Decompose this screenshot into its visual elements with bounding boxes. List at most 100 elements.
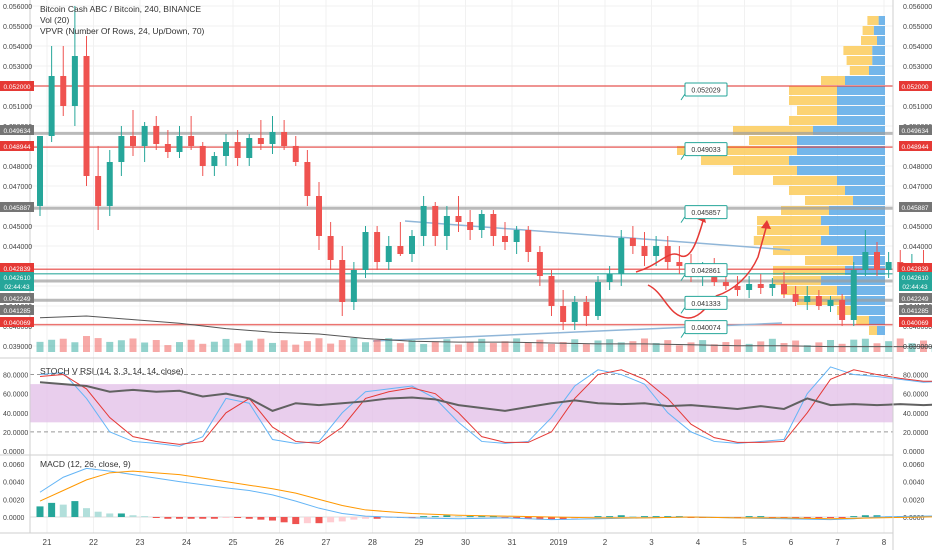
volume-bar xyxy=(501,341,509,352)
candle-body xyxy=(815,296,822,306)
candle-body xyxy=(71,56,78,106)
volume-bar xyxy=(827,339,834,352)
macd-histogram-bar xyxy=(106,513,114,517)
projection-arrow-up-2[interactable] xyxy=(715,227,767,297)
horizontal-levels[interactable] xyxy=(30,85,893,326)
candle-body xyxy=(409,236,415,254)
candle-body xyxy=(769,284,776,288)
macd-histogram-bar xyxy=(71,501,79,517)
volume-bar xyxy=(629,341,637,352)
candle-body xyxy=(792,294,799,302)
macd-histogram-bar xyxy=(245,517,253,519)
macd-histogram-bar xyxy=(524,517,532,519)
macd-histogram-bar xyxy=(257,517,265,520)
candle-body xyxy=(502,236,508,242)
vpvr-up-bar xyxy=(837,176,885,185)
volume-bar xyxy=(292,344,300,352)
vpvr-down-bar xyxy=(757,216,821,225)
vpvr-down-bar xyxy=(789,116,837,125)
volume-bar xyxy=(164,345,172,352)
price-badge-right-text: 0.048944 xyxy=(901,144,928,151)
price-badge-left-text: 0.048944 xyxy=(3,144,30,151)
price-badge-left-text: 0.049634 xyxy=(3,128,30,135)
candle-body xyxy=(211,156,218,166)
macd-histogram-bar xyxy=(431,516,439,518)
macd-pane: 0.0060 0.0060 0.0040 0.0040 0.0020 0.0020 0.00… xyxy=(3,462,932,525)
volume-bar xyxy=(222,338,230,352)
volume-bar xyxy=(896,338,904,352)
candle-body xyxy=(281,132,288,146)
time-tick-label: 27 xyxy=(322,538,331,547)
time-tick-label: 25 xyxy=(229,538,238,547)
price-tick-label: 0.045000 xyxy=(903,224,932,231)
price-tick-label: 0.053000 xyxy=(903,64,932,71)
price-badge-right xyxy=(899,317,932,327)
projection-arrow-up-1[interactable] xyxy=(635,220,704,273)
macd-histogram-bar xyxy=(152,517,160,518)
price-badge-right-text: 0.042249 xyxy=(901,296,928,303)
vpvr-up-bar xyxy=(797,146,885,155)
price-badge-left xyxy=(0,317,34,327)
volume-bar xyxy=(606,339,614,352)
macd-label: MACD (12, 26, close, 9) xyxy=(40,459,131,469)
macd-histogram-bar xyxy=(861,515,869,517)
vpvr-up-bar xyxy=(829,206,885,215)
time-tick-label: 26 xyxy=(275,538,284,547)
vpvr-indicator-label: VPVR (Number Of Rows, 24, Up/Down, 70) xyxy=(40,26,205,36)
macd-histogram-bar xyxy=(745,516,753,518)
volume-ma-line xyxy=(39,315,932,348)
vpvr-down-bar xyxy=(805,196,853,205)
vpvr-down-bar xyxy=(821,76,845,85)
price-tick-label-left: 0.053000 xyxy=(3,64,32,71)
price-badge-left xyxy=(0,141,34,151)
vpvr-down-bar xyxy=(867,16,879,25)
macd-histogram-bar xyxy=(443,515,451,517)
time-tick-label: 2 xyxy=(603,538,608,547)
price-callouts[interactable]: 0.052029 0.049033 0.045857 0.042861 0.041333… xyxy=(680,82,728,338)
macd-tick-label: 0.0020 xyxy=(903,497,925,504)
vpvr-up-bar xyxy=(797,136,885,145)
candle-body xyxy=(246,138,253,158)
vpvr-up-bar xyxy=(837,246,885,255)
macd-histogram-bar xyxy=(117,513,125,517)
macd-histogram-bar xyxy=(234,517,242,518)
candle-body xyxy=(153,126,160,144)
candle-body xyxy=(804,296,811,302)
callout-pointer xyxy=(680,331,686,338)
vpvr-down-bar xyxy=(773,266,845,275)
price-badge-left xyxy=(0,125,34,135)
macd-series-line xyxy=(39,467,932,521)
vpvr-down-bar xyxy=(733,126,813,135)
price-tick-label: 0.055000 xyxy=(903,24,932,31)
macd-histogram-bar xyxy=(210,517,218,519)
candle-body xyxy=(839,300,846,320)
price-badge-right-text: 0.042610 xyxy=(901,275,928,282)
volume-bar xyxy=(582,344,590,352)
candle-body xyxy=(316,196,322,236)
volume-bar xyxy=(838,343,846,352)
stoch-tick-label: 60.0000 xyxy=(903,392,928,399)
vpvr-down-bar xyxy=(789,86,837,95)
macd-histogram-bar xyxy=(489,516,497,518)
macd-histogram-bar xyxy=(466,516,474,518)
price-badge-right-text: 0.049634 xyxy=(901,128,928,135)
candle-body xyxy=(257,138,264,144)
volume-bar xyxy=(350,337,358,352)
volume-bar xyxy=(245,340,253,352)
volume-bar xyxy=(699,340,707,352)
volume-bar xyxy=(280,340,288,352)
candle-body xyxy=(513,230,520,242)
vpvr-down-bar xyxy=(856,316,869,325)
macd-histogram-bar xyxy=(36,506,44,517)
price-badge-left xyxy=(0,81,34,91)
candle-body xyxy=(432,206,439,236)
vpvr-up-bar xyxy=(821,216,885,225)
vpvr-up-bar xyxy=(853,196,885,205)
volume-bars xyxy=(36,315,932,352)
macd-histogram-bar xyxy=(280,517,288,523)
volume-bar xyxy=(315,338,323,352)
vpvr-down-bar xyxy=(869,326,877,335)
macd-histogram-bar xyxy=(827,517,834,518)
macd-histogram-bar xyxy=(292,517,300,525)
